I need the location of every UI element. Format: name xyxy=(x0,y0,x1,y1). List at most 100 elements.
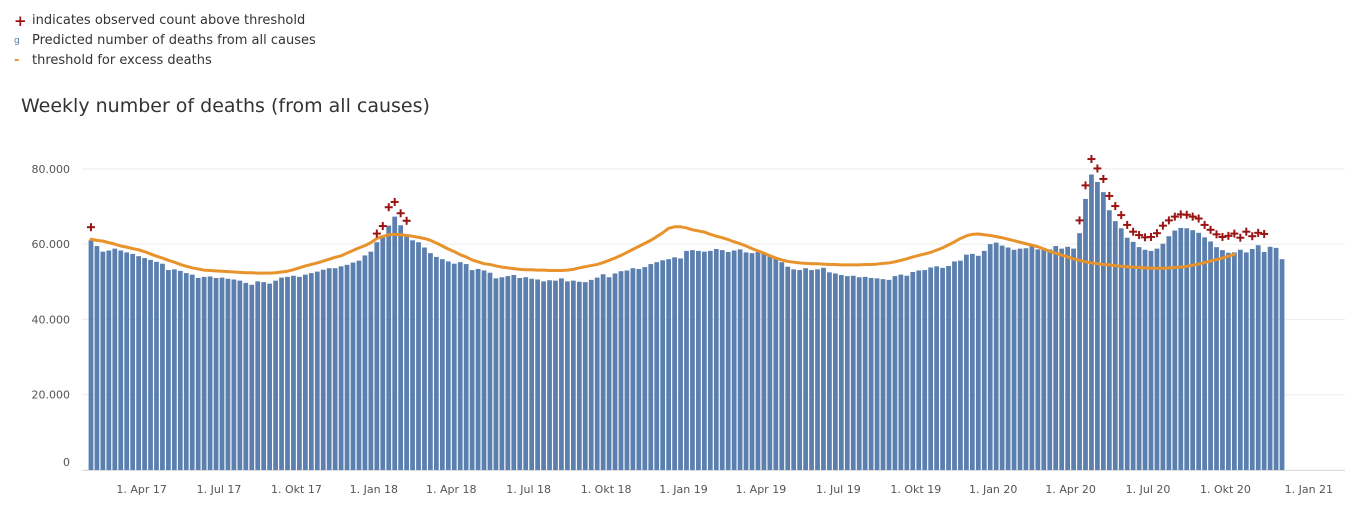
bar xyxy=(696,250,701,470)
bar xyxy=(547,280,552,470)
bar xyxy=(701,251,707,470)
bar xyxy=(148,259,153,470)
bar xyxy=(809,270,814,470)
bar xyxy=(570,280,576,470)
bar xyxy=(1237,249,1243,470)
bar xyxy=(249,284,255,470)
bar xyxy=(969,253,975,470)
above-threshold-marker xyxy=(390,197,399,206)
bar xyxy=(195,278,201,470)
above-threshold-marker xyxy=(1224,231,1233,240)
bar xyxy=(1267,246,1273,470)
plus-icon: + xyxy=(14,12,27,30)
bar xyxy=(886,279,892,470)
bar xyxy=(404,234,409,470)
x-tick-label: 1. Apr 18 xyxy=(426,483,477,496)
threshold-line xyxy=(89,225,1236,275)
x-tick-label: 1. Jan 18 xyxy=(350,483,398,496)
bar xyxy=(1053,246,1059,470)
bar xyxy=(463,264,469,470)
bar xyxy=(380,235,386,470)
bar xyxy=(779,262,785,470)
bar xyxy=(791,269,797,470)
bar xyxy=(952,261,957,470)
bar xyxy=(171,269,177,470)
bar xyxy=(356,260,362,470)
bar xyxy=(1190,230,1196,470)
x-tick-label: 1. Jan 21 xyxy=(1285,483,1333,496)
bar xyxy=(1083,198,1088,471)
above-threshold-marker xyxy=(1075,216,1084,225)
bar xyxy=(785,266,791,470)
bar xyxy=(434,256,439,470)
bar xyxy=(636,268,642,470)
bar xyxy=(124,252,130,470)
bar xyxy=(803,268,808,470)
bar xyxy=(541,281,546,470)
bar xyxy=(201,276,207,470)
above-threshold-marker xyxy=(1194,214,1203,223)
bar xyxy=(1059,248,1065,470)
bar xyxy=(1100,192,1106,470)
above-threshold-marker xyxy=(1218,232,1227,241)
bar xyxy=(154,261,159,470)
bar xyxy=(827,272,832,470)
above-threshold-marker xyxy=(1129,227,1138,236)
x-tick-label: 1. Okt 19 xyxy=(890,483,941,496)
bar xyxy=(1095,182,1100,470)
bar xyxy=(594,277,600,470)
bar xyxy=(428,253,433,470)
bar xyxy=(892,276,898,470)
bar xyxy=(856,277,862,470)
bar xyxy=(1065,246,1071,470)
above-threshold-marker xyxy=(1081,181,1090,190)
above-threshold-marker xyxy=(1117,211,1126,220)
bar xyxy=(612,273,618,470)
bar xyxy=(416,242,421,470)
legend-label: indicates observed count above threshold xyxy=(32,13,306,28)
bar xyxy=(207,276,213,470)
bar xyxy=(618,271,624,470)
bar xyxy=(1023,248,1029,470)
x-tick-label: 1. Jan 19 xyxy=(659,483,707,496)
bar xyxy=(1017,248,1023,470)
bar xyxy=(106,250,112,470)
bar xyxy=(582,282,588,470)
above-threshold-marker xyxy=(1230,229,1239,238)
x-tick-label: 1. Apr 19 xyxy=(736,483,787,496)
bar xyxy=(225,278,231,470)
bar xyxy=(505,276,511,470)
bar xyxy=(1178,227,1184,470)
bar xyxy=(344,264,350,470)
bar xyxy=(374,242,380,470)
bar xyxy=(850,275,856,470)
bar xyxy=(183,273,189,470)
bar xyxy=(213,278,219,470)
x-tick-label: 1. Jul 17 xyxy=(197,483,242,496)
bar xyxy=(755,252,761,470)
bar xyxy=(1106,210,1112,470)
bar xyxy=(868,278,874,470)
bar xyxy=(910,271,916,470)
bar xyxy=(475,268,481,470)
bar xyxy=(297,276,302,470)
bar xyxy=(1071,248,1076,470)
bar xyxy=(1243,252,1249,470)
bar xyxy=(1202,237,1207,470)
bar xyxy=(958,260,963,470)
y-tick-label: 60.000 xyxy=(32,238,71,251)
bar xyxy=(231,279,237,470)
above-threshold-marker xyxy=(86,223,95,232)
bar xyxy=(279,277,284,470)
bar xyxy=(934,266,939,470)
bar xyxy=(773,258,779,470)
bar xyxy=(273,280,278,470)
bar xyxy=(469,270,475,470)
above-threshold-marker xyxy=(396,209,405,218)
bar xyxy=(332,268,338,470)
above-threshold-marker xyxy=(1200,220,1209,229)
bar xyxy=(713,249,719,470)
bar xyxy=(100,251,106,470)
bar xyxy=(189,274,195,470)
bar xyxy=(666,259,672,470)
